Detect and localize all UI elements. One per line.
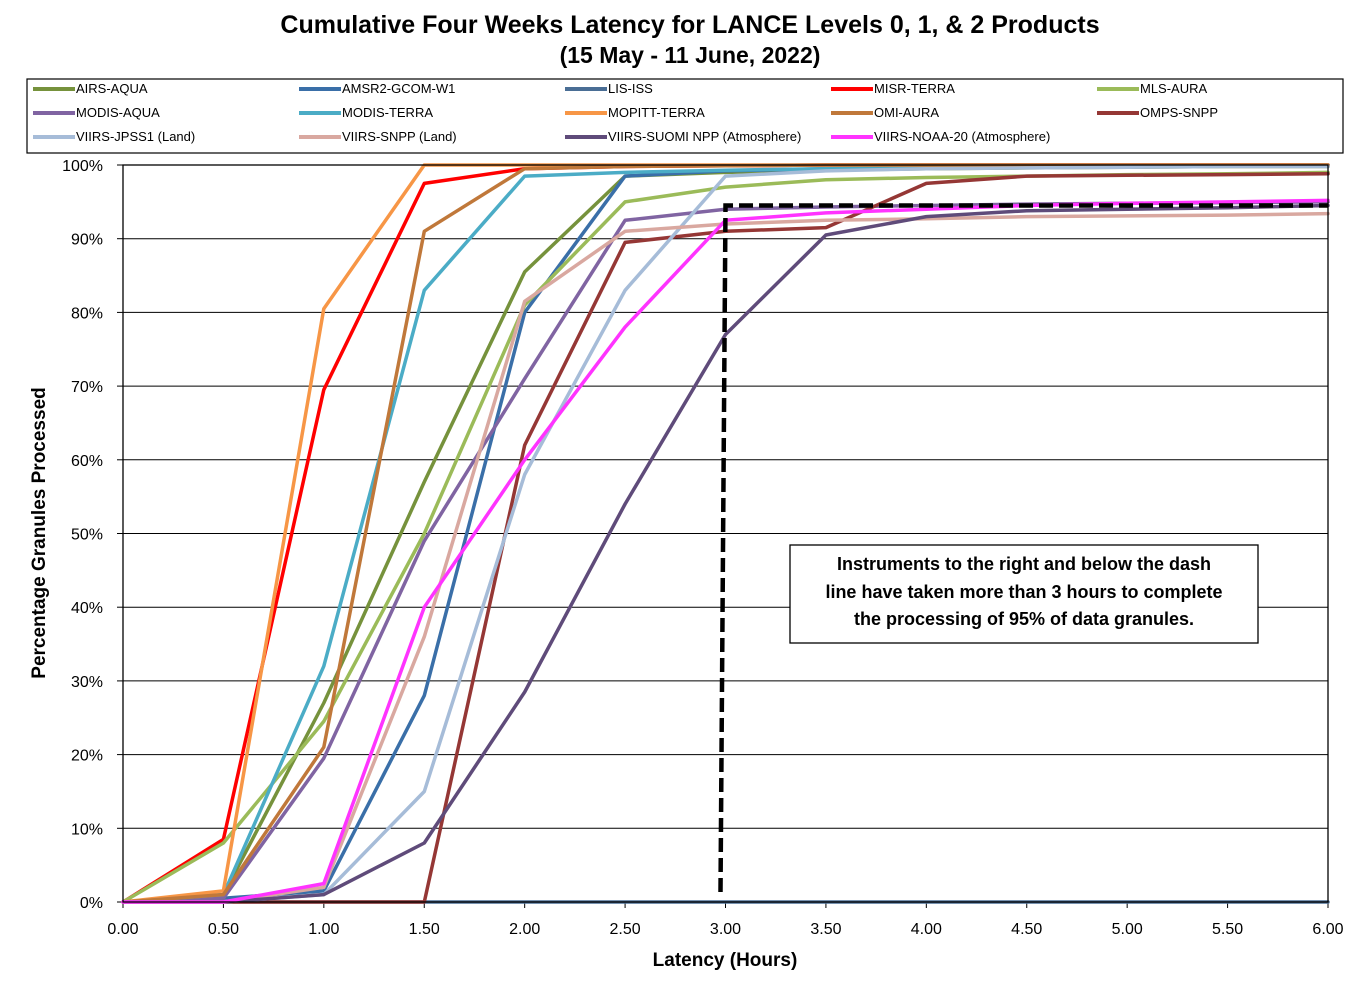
y-tick-label: 30% bbox=[71, 674, 103, 691]
y-axis-title: Percentage Granules Processed bbox=[29, 387, 50, 678]
legend-label-mopitt-terra: MOPITT-TERRA bbox=[608, 105, 705, 120]
legend-label-viirs-suomi-npp-atmosphere: VIIRS-SUOMI NPP (Atmosphere) bbox=[608, 129, 801, 144]
legend-label-mls-aura: MLS-AURA bbox=[1140, 81, 1208, 96]
x-tick-label: 0.00 bbox=[107, 921, 138, 938]
y-tick-label: 20% bbox=[71, 748, 103, 765]
legend-label-omi-aura: OMI-AURA bbox=[874, 105, 939, 120]
legend: AIRS-AQUA AMSR2-GCOM-W1 LIS-ISS MISR-TERRA M… bbox=[33, 81, 1218, 144]
y-tick-label: 80% bbox=[71, 305, 103, 322]
legend-label-modis-aqua: MODIS-AQUA bbox=[76, 105, 160, 120]
x-tick-label: 2.00 bbox=[509, 921, 540, 938]
y-tick-label: 90% bbox=[71, 232, 103, 249]
x-tick-label: 6.00 bbox=[1312, 921, 1343, 938]
annotation-line-1: Instruments to the right and below the d… bbox=[837, 554, 1211, 574]
legend-label-lis-iss: LIS-ISS bbox=[608, 81, 653, 96]
legend-label-viirs-noaa-20-atmosphere: VIIRS-NOAA-20 (Atmosphere) bbox=[874, 129, 1050, 144]
x-tick-label: 0.50 bbox=[208, 921, 239, 938]
x-tick-label: 5.00 bbox=[1112, 921, 1143, 938]
x-tick-label: 1.00 bbox=[308, 921, 339, 938]
chart-subtitle: (15 May - 11 June, 2022) bbox=[560, 42, 821, 68]
legend-label-omps-snpp: OMPS-SNPP bbox=[1140, 105, 1218, 120]
y-tick-labels: 0% 10% 20% 30% 40% 50% 60% 70% 80% 90% 100% bbox=[62, 158, 103, 912]
legend-label-modis-terra: MODIS-TERRA bbox=[342, 105, 433, 120]
legend-label-airs-aqua: AIRS-AQUA bbox=[76, 81, 148, 96]
legend-label-viirs-jpss1-land: VIIRS-JPSS1 (Land) bbox=[76, 129, 195, 144]
annotation-box bbox=[789, 544, 1259, 644]
x-tick-label: 3.50 bbox=[810, 921, 841, 938]
y-tick-label: 50% bbox=[71, 527, 103, 544]
y-tick-label: 40% bbox=[71, 600, 103, 617]
y-tick-label: 0% bbox=[80, 895, 103, 912]
annotation-line-3: the processing of 95% of data granules. bbox=[854, 609, 1194, 629]
legend-box bbox=[26, 78, 1344, 154]
y-tick-label: 10% bbox=[71, 821, 103, 838]
threshold-dashed-line bbox=[718, 203, 1328, 893]
y-tick-label: 60% bbox=[71, 453, 103, 470]
legend-label-misr-terra: MISR-TERRA bbox=[874, 81, 955, 96]
x-tick-label: 4.00 bbox=[911, 921, 942, 938]
y-tick-label: 100% bbox=[62, 158, 103, 175]
x-axis-title: Latency (Hours) bbox=[653, 950, 798, 971]
chart-title: Cumulative Four Weeks Latency for LANCE … bbox=[280, 11, 1099, 39]
legend-label-amsr2-gcom-w1: AMSR2-GCOM-W1 bbox=[342, 81, 455, 96]
x-tick-labels: 0.00 0.50 1.00 1.50 2.00 2.50 3.00 3.50 4.00 4.50… bbox=[107, 921, 1343, 938]
plot-border bbox=[122, 164, 1329, 903]
series-line-viirs-suomi-npp-atmosphere bbox=[121, 203, 1330, 904]
legend-label-viirs-snpp-land: VIIRS-SNPP (Land) bbox=[342, 129, 457, 144]
threshold-line bbox=[718, 203, 1328, 893]
x-tick-label: 3.00 bbox=[710, 921, 741, 938]
y-tick-label: 70% bbox=[71, 379, 103, 396]
x-tick-label: 1.50 bbox=[409, 921, 440, 938]
annotation-line-2: line have taken more than 3 hours to com… bbox=[825, 582, 1222, 602]
x-tick-label: 2.50 bbox=[610, 921, 641, 938]
x-tick-label: 5.50 bbox=[1212, 921, 1243, 938]
x-tick-label: 4.50 bbox=[1011, 921, 1042, 938]
